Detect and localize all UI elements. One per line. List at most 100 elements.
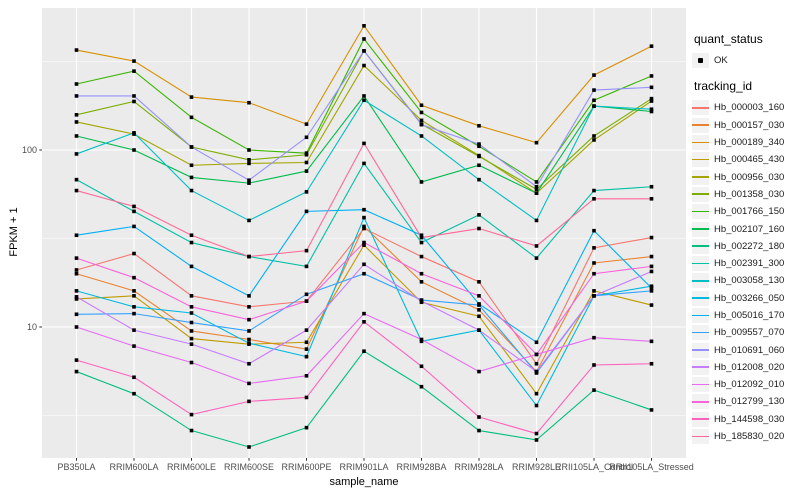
x-tick-label: RRIM928LA xyxy=(454,462,503,472)
x-tick-label: RRIM928BA xyxy=(396,462,446,472)
data-point xyxy=(74,289,79,293)
data-point xyxy=(649,284,654,289)
data-point xyxy=(592,134,596,138)
legend-key-swatch xyxy=(692,411,709,427)
legend-section-tracking-id: tracking_id Hb_000003_160 Hb_000157_030 Hb… xyxy=(692,79,800,445)
data-point xyxy=(189,145,194,149)
data-point xyxy=(304,374,309,378)
data-point xyxy=(419,134,424,138)
legend-key-swatch xyxy=(692,273,709,289)
data-point xyxy=(74,82,79,86)
legend-key-swatch xyxy=(692,359,709,375)
data-point xyxy=(477,213,481,217)
data-point xyxy=(419,339,424,344)
data-point xyxy=(362,207,366,212)
data-point xyxy=(247,329,251,333)
data-point xyxy=(592,294,596,298)
data-point xyxy=(247,399,251,404)
data-point xyxy=(534,431,539,436)
legend-line-icon xyxy=(692,279,709,282)
data-point xyxy=(419,235,424,240)
data-point xyxy=(304,209,309,214)
data-point xyxy=(419,364,424,369)
data-point xyxy=(362,37,366,41)
legend-key-swatch xyxy=(692,100,709,116)
data-point xyxy=(247,178,251,183)
legend-label: Hb_000956_030 xyxy=(714,171,785,183)
data-point xyxy=(132,224,136,229)
data-point xyxy=(132,148,136,152)
legend-item-Hb_000956_030: Hb_000956_030 xyxy=(692,168,800,185)
data-point xyxy=(649,107,654,112)
data-point xyxy=(189,412,194,417)
data-point xyxy=(132,69,136,73)
data-point xyxy=(189,336,194,341)
data-point xyxy=(132,375,136,380)
data-point xyxy=(362,141,366,146)
legend-label: Hb_000465_430 xyxy=(714,154,785,166)
data-point xyxy=(534,180,539,184)
data-point xyxy=(592,73,596,77)
data-point xyxy=(649,289,654,293)
data-point xyxy=(534,352,539,357)
data-point xyxy=(74,271,79,276)
legend-label: Hb_000189_340 xyxy=(714,137,785,149)
data-point xyxy=(247,158,251,162)
data-point xyxy=(362,98,366,103)
data-point xyxy=(649,339,654,344)
data-point xyxy=(534,391,539,396)
data-point xyxy=(74,358,79,362)
data-point xyxy=(189,175,194,180)
data-point xyxy=(247,294,251,298)
legend-key-swatch xyxy=(692,377,709,393)
data-point xyxy=(74,48,79,52)
legend-key-ok xyxy=(692,53,709,69)
data-point xyxy=(132,275,136,280)
legend-label: Hb_010691_060 xyxy=(714,344,785,356)
data-point xyxy=(477,328,481,332)
legend-key-swatch xyxy=(692,117,709,133)
data-point xyxy=(74,312,79,317)
legend-line-icon xyxy=(692,435,709,438)
legend-line-icon xyxy=(692,228,709,230)
data-point xyxy=(189,428,194,433)
data-point xyxy=(649,184,654,189)
data-point xyxy=(189,95,194,99)
legend-label: Hb_144598_030 xyxy=(714,413,785,425)
data-point xyxy=(247,337,251,342)
data-point xyxy=(592,335,596,340)
legend-label: Hb_000157_030 xyxy=(714,119,785,131)
legend-key-swatch xyxy=(692,186,709,202)
data-point xyxy=(477,415,481,419)
data-point xyxy=(362,49,366,53)
legend-title-quant-status: quant_status xyxy=(694,32,763,46)
data-point xyxy=(247,254,251,259)
data-point xyxy=(132,391,136,396)
data-point xyxy=(649,85,654,90)
legend-line-icon xyxy=(692,262,709,265)
data-point xyxy=(477,294,481,298)
data-point xyxy=(649,99,654,103)
data-point xyxy=(304,292,309,297)
x-tick-label: RRIM600SE xyxy=(224,462,274,472)
data-point xyxy=(534,340,539,345)
data-point xyxy=(592,388,596,392)
legend-label: Hb_003058_130 xyxy=(714,275,785,287)
data-point xyxy=(74,369,79,374)
x-tick-label: RRIM600PE xyxy=(281,462,331,472)
x-axis-title: sample_name xyxy=(329,476,399,488)
legend-key-swatch xyxy=(692,290,709,306)
data-point xyxy=(534,256,539,260)
legend-label: Hb_012008_020 xyxy=(714,361,785,373)
y-axis-title: FPKM + 1 xyxy=(8,207,20,257)
data-point xyxy=(74,113,79,117)
data-point xyxy=(534,438,539,442)
y-tick-label: 10 xyxy=(27,322,37,332)
legend-label: Hb_012799_130 xyxy=(714,396,785,408)
legend-key-swatch xyxy=(692,204,709,220)
legend-title-tracking-id: tracking_id xyxy=(694,79,753,94)
data-point xyxy=(189,294,194,298)
data-point xyxy=(362,226,366,231)
legend: quant_status OK tracking_id Hb_000003_16… xyxy=(692,26,800,455)
data-point xyxy=(592,363,596,367)
